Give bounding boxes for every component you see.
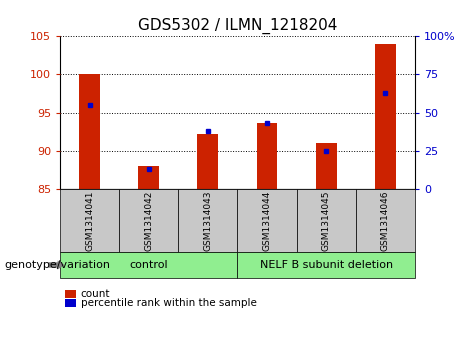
Text: control: control xyxy=(130,260,168,270)
Text: GSM1314044: GSM1314044 xyxy=(262,190,272,251)
Text: GSM1314041: GSM1314041 xyxy=(85,190,94,251)
Bar xyxy=(138,166,159,189)
Text: GSM1314043: GSM1314043 xyxy=(203,190,213,251)
Text: GSM1314046: GSM1314046 xyxy=(381,190,390,251)
Text: NELF B subunit deletion: NELF B subunit deletion xyxy=(260,260,393,270)
Text: count: count xyxy=(81,289,110,299)
Text: GSM1314045: GSM1314045 xyxy=(322,190,331,251)
Title: GDS5302 / ILMN_1218204: GDS5302 / ILMN_1218204 xyxy=(138,17,337,33)
Bar xyxy=(197,134,218,189)
Text: percentile rank within the sample: percentile rank within the sample xyxy=(81,298,257,308)
Text: genotype/variation: genotype/variation xyxy=(5,260,111,270)
Bar xyxy=(257,123,278,189)
Bar xyxy=(79,74,100,189)
Text: GSM1314042: GSM1314042 xyxy=(144,190,153,251)
Bar xyxy=(316,143,337,189)
Bar xyxy=(375,44,396,189)
